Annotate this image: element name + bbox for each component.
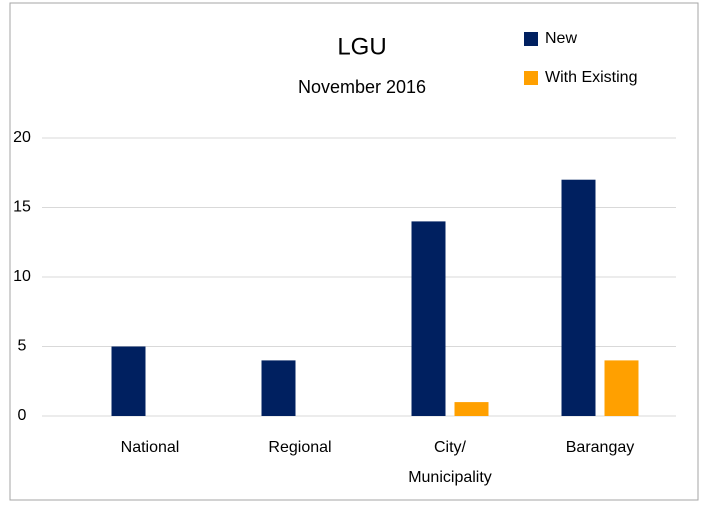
bar	[454, 402, 489, 416]
bar	[411, 221, 446, 416]
legend-label: New	[545, 30, 577, 47]
y-tick-label: 10	[13, 268, 31, 285]
legend-swatch	[524, 71, 538, 85]
chart-subtitle: November 2016	[298, 77, 426, 97]
y-tick-label: 0	[18, 407, 27, 424]
x-tick-label: National	[121, 439, 180, 456]
y-tick-label: 15	[13, 199, 31, 216]
bar	[111, 346, 146, 416]
x-tick-label: Regional	[268, 439, 331, 456]
x-tick-label: Barangay	[566, 439, 635, 456]
bar	[604, 360, 639, 416]
y-tick-label: 5	[18, 338, 27, 355]
x-tick-label: City/Municipality	[408, 439, 492, 486]
bar	[561, 179, 596, 416]
legend-label: With Existing	[545, 69, 637, 86]
y-tick-label: 20	[13, 129, 31, 146]
legend-swatch	[524, 32, 538, 46]
bar	[261, 360, 296, 416]
chart-title: LGU	[337, 33, 386, 60]
